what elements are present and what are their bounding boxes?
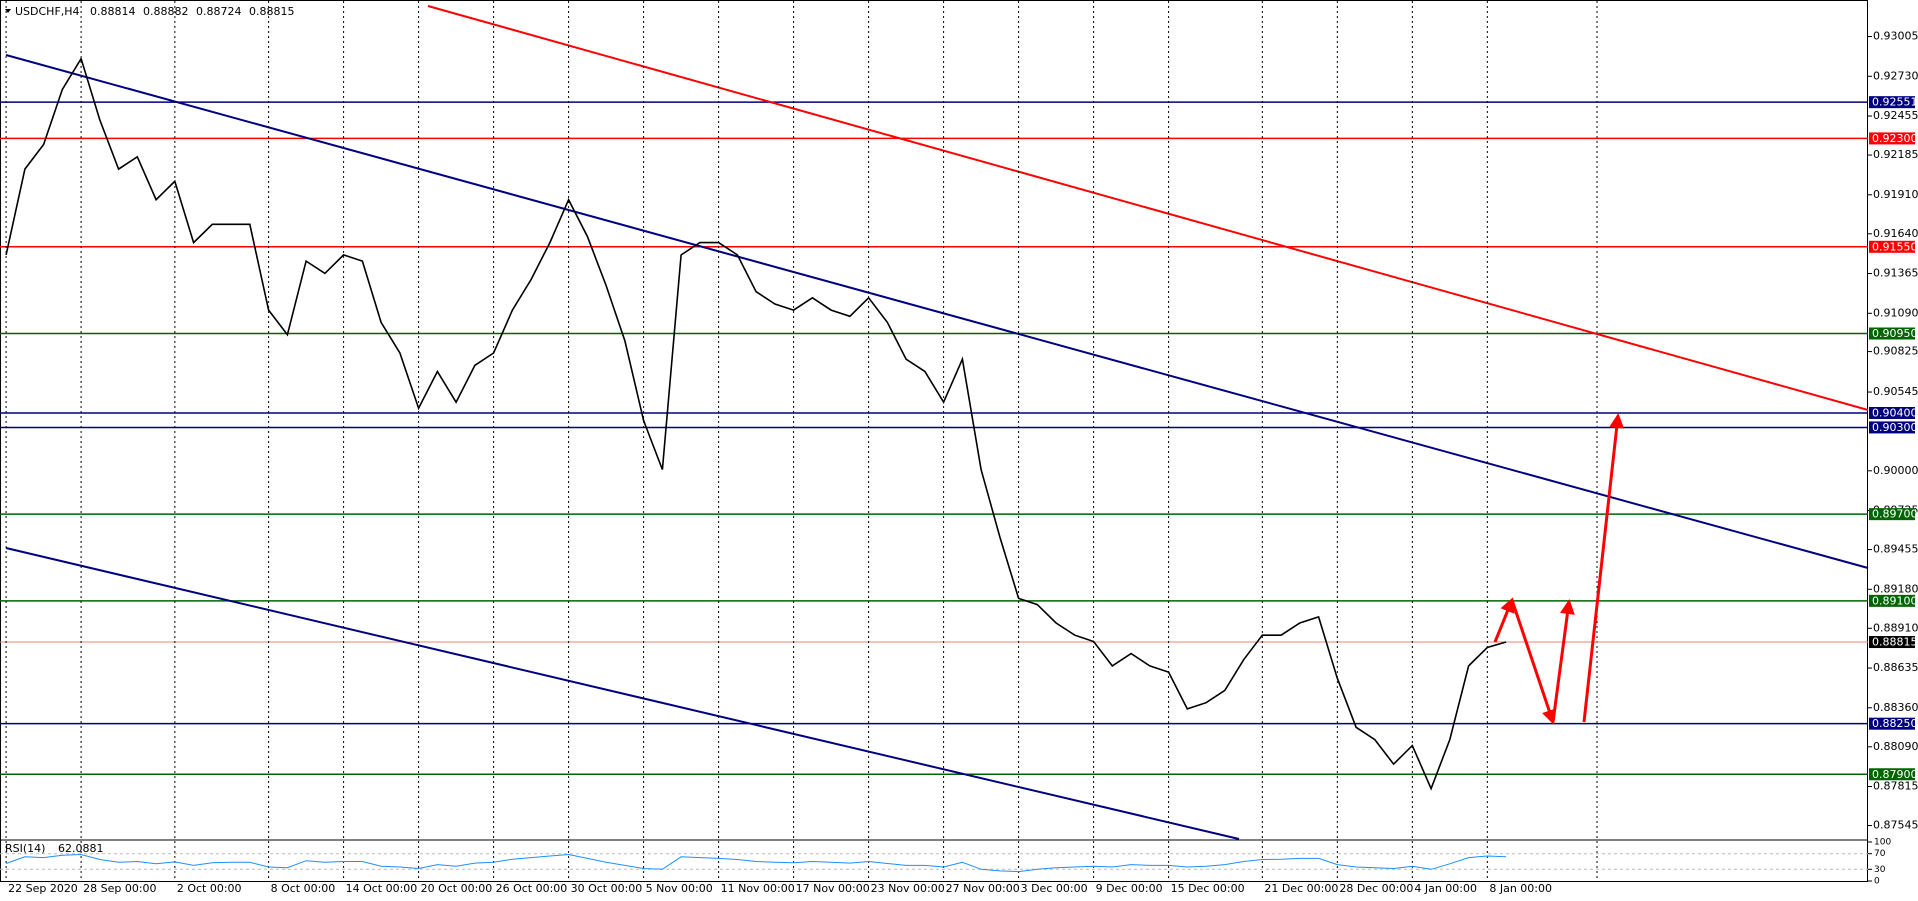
y-tick-label: 0.91640: [1873, 227, 1918, 240]
x-tick-label: 8 Oct 00:00: [271, 882, 336, 895]
level-box: [1869, 594, 1915, 607]
x-tick-label: 27 Nov 00:00: [946, 882, 1020, 895]
level-label: 0.90400: [1872, 406, 1918, 419]
price-line: [5, 56, 1507, 791]
level-label: 0.90300: [1872, 421, 1918, 434]
x-tick-label: 26 Oct 00:00: [496, 882, 568, 895]
x-tick-label: 28 Dec 00:00: [1339, 882, 1413, 895]
open: 0.88814: [90, 5, 136, 18]
level-box: [1869, 240, 1915, 253]
plot-frame: [0, 0, 1868, 882]
y-tick-label: 0.89455: [1873, 543, 1918, 556]
level-box: [1869, 508, 1915, 521]
x-tick-label: 17 Nov 00:00: [796, 882, 870, 895]
y-tick-label: 0.93005: [1873, 30, 1918, 43]
rsi-line: [5, 853, 1507, 873]
arrow: [1493, 597, 1515, 643]
y-tick-label: 0.87545: [1873, 819, 1918, 832]
trend-line: [427, 5, 1869, 411]
y-tick-label: 0.91365: [1873, 267, 1918, 280]
arrow: [1582, 413, 1625, 723]
arrow: [1510, 599, 1557, 725]
x-tick-label: 4 Jan 00:00: [1414, 882, 1477, 895]
x-tick-label: 11 Nov 00:00: [721, 882, 795, 895]
trend-line: [5, 547, 1240, 840]
x-tick-label: 15 Dec 00:00: [1171, 882, 1245, 895]
level-box: [1869, 768, 1915, 781]
x-tick-label: 21 Dec 00:00: [1264, 882, 1338, 895]
x-tick-label: 28 Sep 00:00: [83, 882, 156, 895]
y-tick-label: 0.90545: [1873, 385, 1918, 398]
level-box: [1869, 132, 1915, 145]
rsi-value: 62.0881: [58, 842, 104, 855]
level-box: [1869, 96, 1915, 109]
close: 0.88815: [249, 5, 295, 18]
menu-icon: [5, 9, 11, 13]
level-label: 0.89100: [1872, 594, 1918, 607]
rsi-tick-label: 0: [1874, 877, 1880, 887]
rsi-tick-label: 30: [1874, 865, 1886, 875]
y-tick-label: 0.87815: [1873, 780, 1918, 793]
x-tick-label: 30 Oct 00:00: [571, 882, 643, 895]
level-label: 0.87900: [1872, 768, 1918, 781]
rsi-tick-label: 70: [1874, 849, 1886, 859]
x-tick-label: 9 Dec 00:00: [1096, 882, 1163, 895]
level-box: [1869, 636, 1915, 649]
y-tick-label: 0.88910: [1873, 621, 1918, 634]
y-tick-label: 0.92185: [1873, 148, 1918, 161]
level-box: [1869, 421, 1915, 434]
x-tick-label: 22 Sep 2020: [8, 882, 78, 895]
rsi-name: RSI(14): [5, 842, 45, 855]
x-tick-label: 2 Oct 00:00: [177, 882, 242, 895]
x-tick-label: 8 Jan 00:00: [1489, 882, 1552, 895]
level-label: 0.92300: [1872, 132, 1918, 145]
x-tick-label: 20 Oct 00:00: [421, 882, 493, 895]
symbol: USDCHF,H4: [15, 5, 80, 18]
y-tick-label: 0.89180: [1873, 582, 1918, 595]
level-label: 0.91550: [1872, 240, 1918, 253]
arrow: [1551, 599, 1575, 723]
level-label: 0.90950: [1872, 327, 1918, 340]
low: 0.88724: [196, 5, 242, 18]
x-tick-label: 23 Nov 00:00: [871, 882, 945, 895]
level-label: 0.89700: [1872, 508, 1918, 521]
level-box: [1869, 327, 1915, 340]
x-tick-label: 14 Oct 00:00: [346, 882, 418, 895]
y-tick-label: 0.88090: [1873, 740, 1918, 753]
y-tick-label: 0.88635: [1873, 661, 1918, 674]
trend-line: [5, 54, 1869, 569]
y-tick-label: 0.92455: [1873, 109, 1918, 122]
x-tick-label: 3 Dec 00:00: [1021, 882, 1088, 895]
level-box: [1869, 406, 1915, 419]
high: 0.88882: [143, 5, 189, 18]
y-tick-label: 0.92730: [1873, 69, 1918, 82]
level-label: 0.88250: [1872, 717, 1918, 730]
x-tick-label: 5 Nov 00:00: [646, 882, 713, 895]
y-tick-label: 0.90825: [1873, 345, 1918, 358]
y-tick-label: 0.90000: [1873, 464, 1918, 477]
trend-lines: [5, 5, 1869, 840]
y-tick-label: 0.88360: [1873, 701, 1918, 714]
chart-header: USDCHF,H4 0.88814 0.88882 0.88724 0.8881…: [5, 5, 295, 855]
level-label: 0.92551: [1872, 96, 1918, 109]
level-box: [1869, 717, 1915, 730]
y-tick-label: 0.91910: [1873, 188, 1918, 201]
y-tick-label: 0.91090: [1873, 306, 1918, 319]
rsi-tick-label: 100: [1874, 838, 1891, 848]
level-label: 0.88815: [1872, 636, 1918, 649]
